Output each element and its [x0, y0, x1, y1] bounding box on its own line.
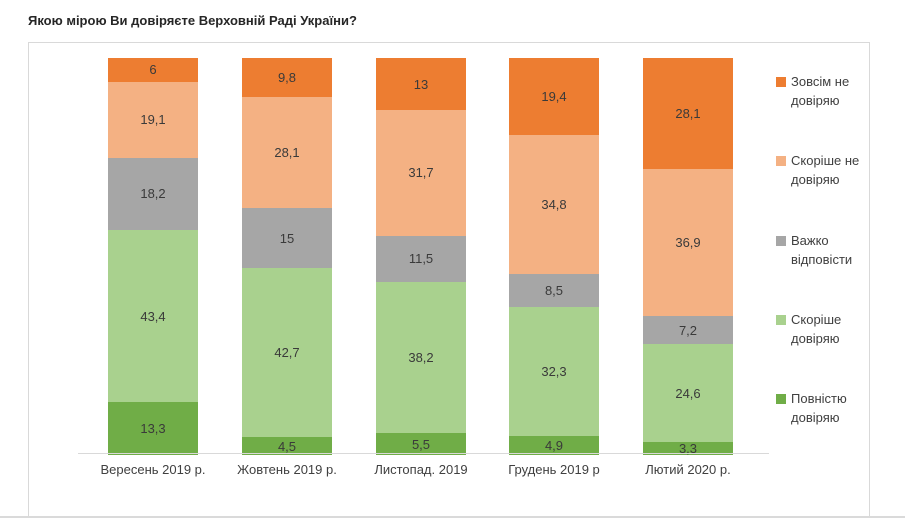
data-label: 11,5 [408, 251, 434, 267]
data-label: 5,5 [411, 436, 431, 452]
bar-segment: 11,5 [376, 235, 466, 282]
bar-segment: 8,5 [509, 273, 599, 308]
page-bottom-divider [0, 516, 905, 518]
legend-label: Зовсім не довіряю [791, 74, 850, 108]
data-label: 9,8 [277, 69, 297, 85]
data-label: 19,1 [140, 112, 166, 128]
legend-label: Скоріше довіряю [791, 311, 842, 346]
bar-segment: 28,1 [643, 58, 733, 170]
legend-item: Повністю довіряю [776, 390, 868, 428]
data-label: 38,2 [408, 349, 434, 365]
data-label: 13,3 [140, 421, 166, 437]
bar-segment: 34,8 [509, 135, 599, 274]
data-label: 7,2 [678, 322, 698, 338]
data-label: 32,3 [541, 363, 567, 379]
legend-item: Скоріше довіряю [776, 311, 868, 349]
x-axis-label: Грудень 2019 р [508, 462, 600, 477]
legend-swatch-icon [776, 156, 786, 167]
bar-segment: 7,2 [643, 315, 733, 345]
bar-segment: 15 [242, 208, 332, 268]
data-label: 19,4 [541, 89, 567, 105]
data-label: 6 [149, 62, 157, 78]
bar-segment: 9,8 [242, 57, 332, 97]
chart-legend: Зовсім не довіряю Скоріше не довіряю Важко ві… [776, 73, 868, 428]
x-axis-label: Вересень 2019 р. [100, 462, 206, 477]
data-label: 34,8 [541, 197, 567, 213]
stacked-bar: 4,9 32,3 8,5 34,8 19,4 [509, 58, 599, 455]
bar-segment: 38,2 [376, 281, 466, 434]
data-label: 36,9 [675, 235, 701, 251]
data-label: 8,5 [544, 282, 564, 298]
legend-item: Важко відповісти [776, 232, 868, 270]
x-axis-label: Лютий 2020 р. [645, 462, 731, 477]
x-axis-label: Листопад. 2019 [374, 462, 468, 477]
bar-segment: 28,1 [242, 96, 332, 209]
data-label: 3,3 [678, 440, 698, 456]
data-label: 4,9 [544, 437, 564, 453]
stacked-bar: 3,3 24,6 7,2 36,9 28,1 [643, 58, 733, 455]
bar-segment: 36,9 [643, 169, 733, 316]
data-label: 13 [413, 76, 429, 92]
bar-segment: 19,1 [108, 81, 198, 158]
bar-segment: 31,7 [376, 110, 466, 236]
data-label: 18,2 [140, 186, 166, 202]
legend-label: Важко відповісти [791, 232, 853, 267]
bar-segment: 42,7 [242, 267, 332, 438]
data-label: 28,1 [274, 145, 300, 161]
legend-swatch-icon [776, 394, 786, 405]
x-axis-label: Жовтень 2019 р. [237, 462, 337, 477]
legend-swatch-icon [776, 235, 786, 246]
bar-segment: 4,5 [242, 437, 332, 455]
bar-segment: 4,9 [509, 435, 599, 455]
data-label: 31,7 [408, 165, 434, 181]
x-axis-line [78, 453, 769, 454]
bar-segment: 13 [376, 58, 466, 111]
bar-segment: 6 [108, 58, 198, 82]
bar-segment: 13,3 [108, 402, 198, 455]
data-label: 24,6 [675, 385, 701, 401]
bar-segment: 32,3 [509, 307, 599, 436]
legend-item: Скоріше не довіряю [776, 152, 868, 190]
data-label: 43,4 [140, 308, 166, 324]
bar-segment: 5,5 [376, 433, 466, 455]
chart-title: Якою мірою Ви довіряєте Верховній Раді У… [28, 13, 357, 28]
legend-swatch-icon [776, 314, 786, 325]
data-label: 4,5 [277, 438, 297, 454]
bar-segment: 3,3 [643, 440, 733, 456]
data-label: 15 [279, 230, 295, 246]
data-label: 28,1 [675, 106, 701, 122]
bar-segment: 43,4 [108, 229, 198, 403]
stacked-bar: 5,5 38,2 11,5 31,7 13 [376, 58, 466, 455]
bars-layer: 13,3 43,4 18,2 19,1 6 4,5 42,7 15 28,1 9,8 5,5 38,2… [0, 57, 905, 455]
bar-segment: 19,4 [509, 58, 599, 136]
data-label: 42,7 [274, 344, 300, 360]
x-axis-labels: Вересень 2019 р. Жовтень 2019 р. Листопад.… [0, 462, 905, 482]
stacked-bar: 13,3 43,4 18,2 19,1 6 [108, 58, 198, 455]
bar-segment: 18,2 [108, 157, 198, 230]
legend-item: Зовсім не довіряю [776, 73, 868, 111]
legend-label: Скоріше не довіряю [791, 153, 860, 188]
legend-swatch-icon [776, 77, 786, 87]
legend-label: Повністю довіряю [791, 391, 847, 426]
stacked-bar: 4,5 42,7 15 28,1 9,8 [242, 57, 332, 455]
bar-segment: 24,6 [643, 344, 733, 442]
